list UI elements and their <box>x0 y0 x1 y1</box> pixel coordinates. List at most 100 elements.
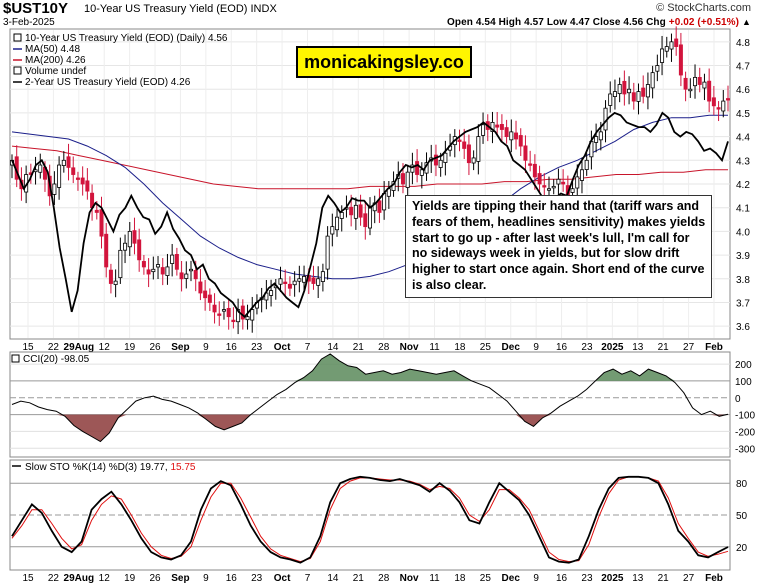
candle-body <box>193 270 198 280</box>
price-tick-label: 4.2 <box>736 180 750 191</box>
x-tick-label: 9 <box>533 342 539 353</box>
candle-body <box>631 92 636 102</box>
stoch-tick-label: 20 <box>736 543 748 554</box>
candle-body <box>179 272 184 280</box>
x-tick-label: 22 <box>48 573 60 584</box>
stoch-k-line <box>11 475 729 564</box>
x-tick-label: 18 <box>454 573 466 584</box>
candle-body <box>203 290 208 299</box>
candle-body <box>226 307 231 318</box>
x-tick-label: Nov <box>400 342 419 353</box>
price-tick-label: 3.7 <box>736 298 750 309</box>
x-tick-label: 14 <box>327 342 339 353</box>
x-tick-label: 29Aug <box>64 573 95 584</box>
candle-body <box>476 136 481 162</box>
cci-label: CCI(20) -98.05 <box>23 354 90 365</box>
candle-body <box>320 271 325 282</box>
stoch-x-axis: 15 22 29Aug 12 19 26 Sep 9 16 23 Oct 7 14 21 28 Nov 11 18… <box>22 573 722 584</box>
candle-body <box>702 81 707 89</box>
stoch-tick-label: 80 <box>736 479 748 490</box>
candle-body <box>419 169 424 176</box>
candle-body <box>207 294 212 303</box>
candle-body <box>339 212 344 219</box>
price-tick-label: 3.8 <box>736 275 750 286</box>
chart-symbol: $UST10Y <box>3 0 69 17</box>
ohlc-text: Open 4.54 High 4.57 Low 4.47 Close 4.56 … <box>447 17 666 28</box>
x-tick-label: Dec <box>502 342 521 353</box>
candle-body <box>245 316 250 321</box>
candle-body <box>311 277 316 284</box>
x-tick-label: 21 <box>658 573 670 584</box>
candle-body <box>132 230 137 244</box>
x-tick-label: 9 <box>203 342 209 353</box>
chart-security-name: 10-Year US Treasury Yield (EOD) INDX <box>84 3 277 15</box>
x-tick-label: 22 <box>48 342 60 353</box>
candle-body <box>457 139 462 142</box>
x-tick-label: 16 <box>226 573 238 584</box>
candle-body <box>118 249 123 279</box>
two-year-yield-line <box>11 111 729 318</box>
price-tick-label: 4.6 <box>736 85 750 96</box>
ma50-path <box>11 114 728 280</box>
x-tick-label: 7 <box>305 573 311 584</box>
candle-body <box>325 235 330 270</box>
x-tick-label: 15 <box>22 342 34 353</box>
cci-tick-label: 0 <box>735 394 741 405</box>
ohlc-readout: Open 4.54 High 4.57 Low 4.47 Close 4.56 … <box>447 17 751 28</box>
candle-body <box>127 230 132 248</box>
candle-body <box>481 124 486 136</box>
candle-body <box>678 44 683 76</box>
candle-body <box>669 41 674 50</box>
candle-body <box>358 204 363 218</box>
price-legend: 10-Year US Treasury Yield (EOD) (Daily) … <box>13 33 228 88</box>
ma200-line <box>11 145 728 190</box>
candle-body <box>551 185 556 189</box>
candle-body <box>688 88 693 92</box>
candle-body <box>349 206 354 216</box>
x-tick-label: 29Aug <box>64 342 95 353</box>
candle-body <box>598 131 603 141</box>
price-tick-label: 4.1 <box>736 204 750 215</box>
candle-body <box>509 131 514 141</box>
candle-body <box>353 204 358 219</box>
x-tick-label: Feb <box>705 342 723 353</box>
candle-body <box>278 278 283 285</box>
x-tick-label: 16 <box>556 573 568 584</box>
candle-body <box>137 239 142 261</box>
x-tick-label: 27 <box>683 342 695 353</box>
x-tick-label: 7 <box>305 342 311 353</box>
candle-body <box>99 209 104 237</box>
candle-body <box>636 91 641 102</box>
x-tick-label: 12 <box>99 342 111 353</box>
candle-body <box>674 38 679 47</box>
legend-entry: MA(50) 4.48 <box>25 44 80 55</box>
change-value: +0.02 (+0.51%) <box>668 17 740 28</box>
x-tick-label: 11 <box>429 573 440 584</box>
candle-body <box>466 144 471 164</box>
legend-entry: 2-Year US Treasury Yield (EOD) 4.26 <box>25 77 191 88</box>
watermark: monicakingsley.co <box>296 46 472 78</box>
candle-body <box>655 65 660 72</box>
cci-line <box>11 353 729 443</box>
candle-body <box>627 88 632 94</box>
candle-body <box>556 178 561 185</box>
price-tick-label: 4.3 <box>736 156 750 167</box>
copyright: © StockCharts.com <box>656 2 751 14</box>
candle-body <box>113 280 118 285</box>
x-tick-label: 13 <box>632 342 644 353</box>
candle-body <box>94 209 99 213</box>
x-tick-label: Oct <box>274 342 291 353</box>
candle-body <box>240 305 245 320</box>
cci-panel-frame <box>9 351 731 458</box>
x-tick-label: 12 <box>99 573 111 584</box>
candle-body <box>645 84 650 98</box>
candle-body <box>174 254 179 270</box>
stoch-d-line <box>11 476 729 563</box>
candle-body <box>156 264 161 268</box>
candle-body <box>123 242 128 251</box>
security-name: 10-Year US Treasury Yield (EOD) <box>84 3 248 15</box>
legend-swatch <box>13 33 22 42</box>
candle-body <box>495 124 500 128</box>
candle-body <box>287 283 292 289</box>
